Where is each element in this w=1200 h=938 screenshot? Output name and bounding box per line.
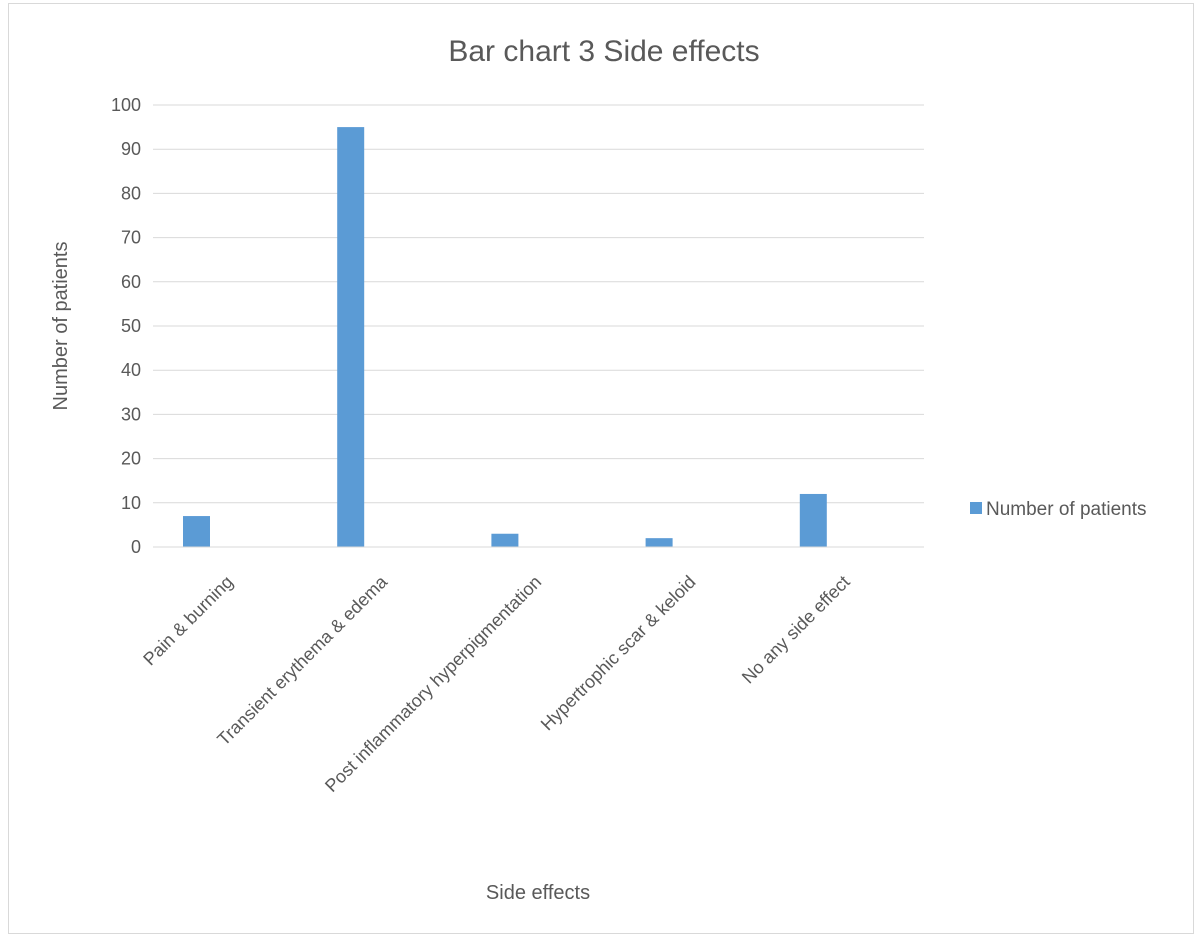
bar bbox=[491, 533, 519, 547]
x-tick-label: Pain & burning bbox=[139, 572, 237, 670]
bars bbox=[183, 127, 827, 547]
y-tick-label: 20 bbox=[121, 449, 141, 469]
x-tick-label: Hypertrophic scar & keloid bbox=[537, 572, 700, 735]
bar bbox=[799, 493, 827, 547]
x-axis-title: Side effects bbox=[486, 882, 590, 904]
y-tick-label: 50 bbox=[121, 316, 141, 336]
bar bbox=[183, 516, 210, 547]
bar bbox=[337, 127, 365, 547]
x-tick-label: No any side effect bbox=[738, 572, 854, 688]
legend-label: Number of patients bbox=[986, 499, 1147, 520]
chart-frame bbox=[8, 3, 1194, 934]
y-tick-label: 90 bbox=[121, 139, 141, 159]
y-tick-label: 100 bbox=[111, 95, 141, 115]
y-axis-title: Number of patients bbox=[50, 242, 72, 411]
y-tick-label: 10 bbox=[121, 493, 141, 513]
legend-swatch bbox=[970, 502, 982, 514]
bar bbox=[645, 538, 673, 547]
y-tick-label: 30 bbox=[121, 404, 141, 424]
y-tick-label: 70 bbox=[121, 228, 141, 248]
y-axis-ticks: 0 10 20 30 40 50 60 70 80 90 100 bbox=[111, 95, 141, 557]
y-tick-label: 60 bbox=[121, 272, 141, 292]
y-tick-label: 0 bbox=[131, 537, 141, 557]
y-tick-label: 40 bbox=[121, 360, 141, 380]
gridlines bbox=[153, 104, 924, 504]
y-tick-label: 80 bbox=[121, 183, 141, 203]
x-tick-label: Transient erythema & edema bbox=[213, 571, 391, 749]
chart-title: Bar chart 3 Side effects bbox=[448, 35, 759, 68]
legend: Number of patients bbox=[970, 499, 1147, 520]
